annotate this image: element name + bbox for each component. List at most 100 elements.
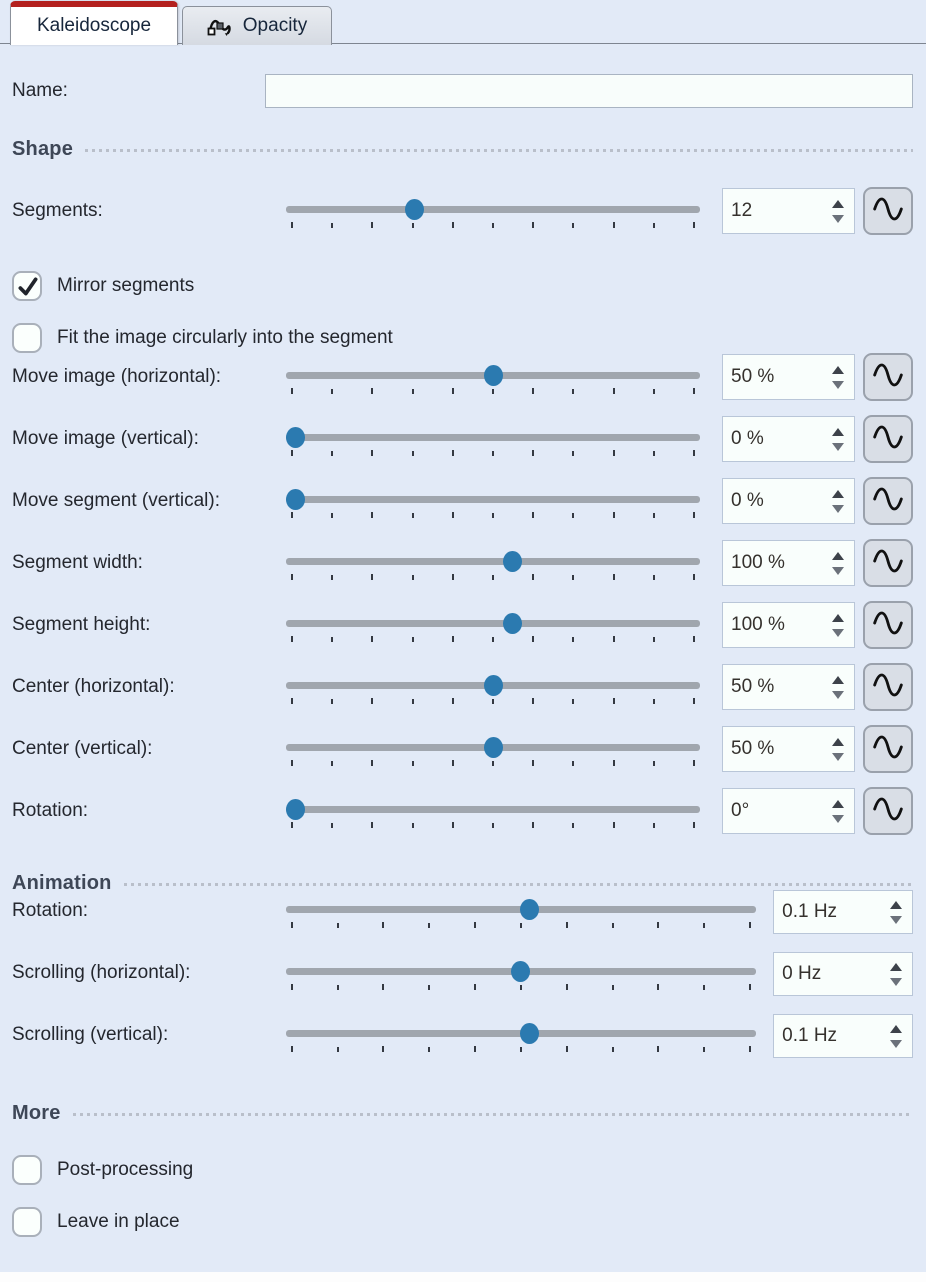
center-vertical-modulation-button[interactable] [863, 725, 913, 773]
spin-down-icon[interactable] [832, 380, 844, 389]
spin-down-icon[interactable] [890, 915, 902, 924]
move-image-horizontal-slider[interactable] [286, 365, 700, 394]
slider-handle[interactable] [483, 675, 503, 696]
move-segment-vertical-modulation-button[interactable] [863, 477, 913, 525]
scrolling-vertical-slider[interactable] [285, 1023, 757, 1052]
tab-opacity[interactable]: Opacity [182, 6, 332, 45]
spin-down-icon[interactable] [890, 977, 902, 986]
mirror-segments-checkbox[interactable] [12, 271, 42, 301]
scrolling-horizontal-spinbox[interactable]: 0 Hz [773, 952, 913, 996]
spin-up-icon[interactable] [832, 365, 844, 374]
spin-up-icon[interactable] [832, 613, 844, 622]
slider-track[interactable] [286, 675, 700, 696]
center-vertical-slider[interactable] [286, 737, 700, 766]
animation-rotation-slider[interactable] [285, 899, 757, 928]
segment-height-modulation-button[interactable] [863, 601, 913, 649]
scrolling-vertical-spinbox[interactable]: 0.1 Hz [773, 1014, 913, 1058]
segments-spinbox[interactable]: 12 [722, 188, 855, 234]
tick-mark [291, 822, 293, 828]
spin-up-icon[interactable] [832, 799, 844, 808]
slider-handle[interactable] [286, 427, 305, 448]
rotation-modulation-button[interactable] [863, 787, 913, 835]
spin-down-icon[interactable] [832, 628, 844, 637]
scrolling-horizontal-slider[interactable] [285, 961, 757, 990]
opacity-curve-icon [207, 15, 234, 39]
slider-track[interactable] [286, 427, 700, 448]
animation-rotation-spinbox[interactable]: 0.1 Hz [773, 890, 913, 934]
rotation-spinbox[interactable]: 0° [722, 788, 855, 834]
move-segment-vertical-slider[interactable] [286, 489, 700, 518]
tick-mark [612, 574, 615, 580]
slider-track[interactable] [286, 199, 700, 220]
tick-mark [428, 1047, 431, 1052]
spin-down-icon[interactable] [832, 690, 844, 699]
spin-up-icon[interactable] [832, 489, 844, 498]
slider-track[interactable] [286, 551, 700, 572]
slider-handle[interactable] [286, 489, 305, 510]
spin-up-icon[interactable] [832, 737, 844, 746]
center-horizontal-slider[interactable] [286, 675, 700, 704]
fit-circularly-checkbox[interactable] [12, 323, 42, 353]
slider-handle[interactable] [503, 551, 523, 572]
slider-handle[interactable] [520, 1023, 540, 1044]
tick-mark [532, 450, 535, 456]
check-row-mirror-segments: Mirror segments [12, 260, 913, 312]
slider-handle[interactable] [404, 199, 424, 220]
spin-down-icon[interactable] [832, 752, 844, 761]
move-image-vertical-slider[interactable] [286, 427, 700, 456]
post-processing-checkbox[interactable] [12, 1155, 42, 1185]
slider-handle[interactable] [511, 961, 531, 982]
segment-width-modulation-button[interactable] [863, 539, 913, 587]
segments-modulation-button[interactable] [863, 187, 913, 235]
spin-down-icon[interactable] [890, 1039, 902, 1048]
slider-handle[interactable] [286, 799, 305, 820]
slider-handle[interactable] [483, 737, 503, 758]
slider-track[interactable] [285, 1023, 757, 1044]
spin-down-icon[interactable] [832, 504, 844, 513]
slider-ticks [291, 512, 695, 518]
slider-track[interactable] [286, 489, 700, 510]
slider-track[interactable] [285, 899, 757, 920]
spin-up-icon[interactable] [890, 900, 902, 909]
slider-track[interactable] [286, 365, 700, 386]
slider-track[interactable] [286, 737, 700, 758]
segment-width-slider[interactable] [286, 551, 700, 580]
slider-handle[interactable] [503, 613, 523, 634]
spin-down-icon[interactable] [832, 214, 844, 223]
move-image-vertical-spinbox[interactable]: 0 % [722, 416, 855, 462]
move-image-horizontal-spinbox[interactable]: 50 % [722, 354, 855, 400]
segment-height-spinbox[interactable]: 100 % [722, 602, 855, 648]
slider-handle[interactable] [520, 899, 540, 920]
spin-up-icon[interactable] [890, 1024, 902, 1033]
name-input[interactable] [265, 74, 913, 108]
spin-down-icon[interactable] [832, 566, 844, 575]
center-horizontal-spinbox[interactable]: 50 % [722, 664, 855, 710]
tick-mark [703, 1047, 706, 1052]
segment-width-spinbox[interactable]: 100 % [722, 540, 855, 586]
move-segment-vertical-spinbox[interactable]: 0 % [722, 478, 855, 524]
center-horizontal-modulation-button[interactable] [863, 663, 913, 711]
segment-height-slider[interactable] [286, 613, 700, 642]
tick-mark [290, 922, 293, 928]
segments-slider[interactable] [286, 199, 700, 228]
spin-up-icon[interactable] [832, 551, 844, 560]
move-image-vertical-modulation-button[interactable] [863, 415, 913, 463]
check-row-post-processing: Post-processing [12, 1144, 913, 1196]
spin-up-icon[interactable] [832, 427, 844, 436]
spin-up-icon[interactable] [832, 199, 844, 208]
center-vertical-spinbox[interactable]: 50 % [722, 726, 855, 772]
slider-track[interactable] [286, 799, 700, 820]
slider-track[interactable] [286, 613, 700, 634]
tab-kaleidoscope[interactable]: Kaleidoscope [10, 1, 178, 45]
rotation-slider[interactable] [286, 799, 700, 828]
move-image-horizontal-modulation-button[interactable] [863, 353, 913, 401]
spin-up-icon[interactable] [832, 675, 844, 684]
tick-mark [371, 760, 374, 766]
spin-down-icon[interactable] [832, 442, 844, 451]
spin-up-icon[interactable] [890, 962, 902, 971]
slider-track[interactable] [285, 961, 757, 982]
spin-down-icon[interactable] [832, 814, 844, 823]
slider-handle[interactable] [483, 365, 503, 386]
leave-in-place-checkbox[interactable] [12, 1207, 42, 1237]
tick-mark [657, 922, 660, 928]
